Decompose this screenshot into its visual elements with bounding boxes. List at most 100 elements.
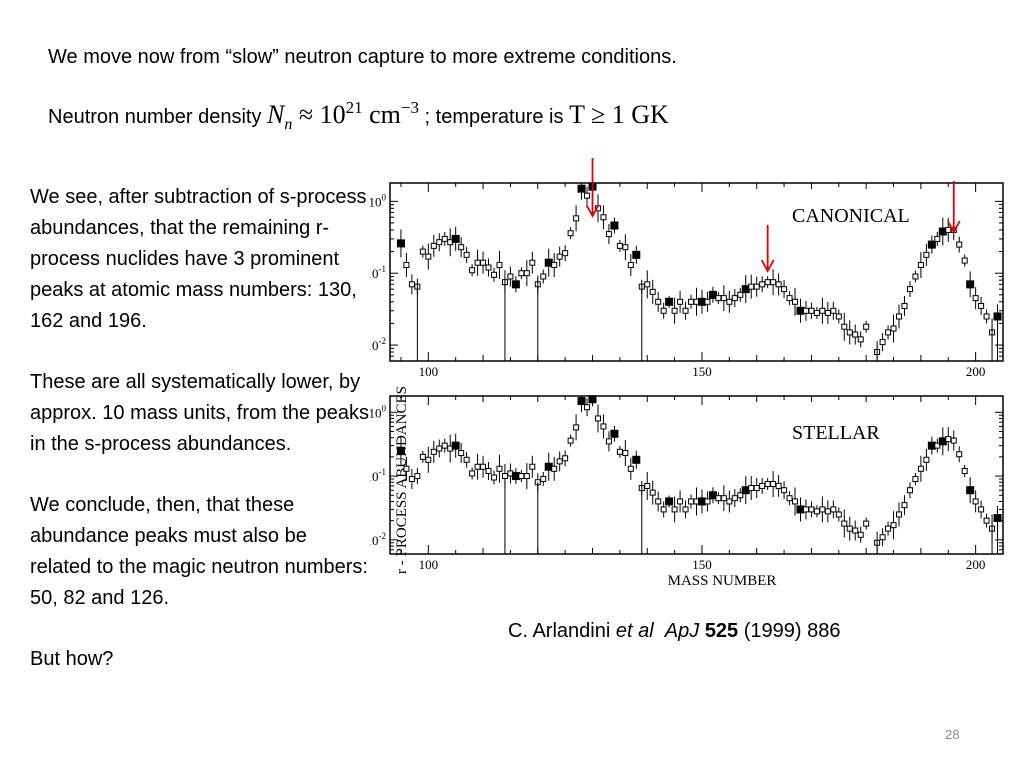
data-point-open (879, 534, 886, 541)
data-point-filled (927, 240, 936, 249)
data-point-open (835, 511, 842, 518)
data-point-open (890, 325, 897, 332)
data-point-open (688, 498, 695, 505)
data-point-open (660, 307, 667, 314)
data-point-open (863, 323, 870, 330)
data-point-open (644, 281, 651, 288)
data-point-open (600, 214, 607, 221)
data-point-open (474, 463, 481, 470)
peak-arrow-head (585, 204, 600, 218)
data-point-open (748, 283, 755, 290)
data-point-filled (966, 280, 975, 289)
data-point-open (961, 257, 968, 264)
data-point-open (436, 445, 443, 452)
data-point-open (934, 235, 941, 242)
data-point-open (917, 465, 924, 472)
data-point-filled (632, 250, 641, 259)
data-point-open (507, 273, 514, 280)
data-point-open (622, 449, 629, 456)
data-point-open (469, 470, 476, 477)
data-point-filled (938, 437, 947, 446)
y-tick-label: 100 (370, 192, 387, 209)
data-point-filled (588, 395, 597, 404)
data-point-open (458, 449, 465, 456)
data-point-filled (610, 429, 619, 438)
data-point-open (660, 506, 667, 513)
data-point-open (649, 489, 656, 496)
paragraph-peaks: We see, after subtraction of s-process a… (30, 186, 367, 332)
data-point-open (737, 492, 744, 499)
data-point-open (688, 298, 695, 305)
data-point-open (584, 404, 591, 411)
data-point-filled (966, 486, 975, 495)
data-point-filled (938, 227, 947, 236)
data-point-open (764, 279, 771, 286)
data-point-filled (577, 397, 586, 406)
data-point-open (983, 517, 990, 524)
data-point-open (458, 244, 465, 251)
data-point-filled (665, 297, 674, 306)
data-point-open (562, 250, 569, 257)
data-point-open (923, 456, 930, 463)
data-point-open (704, 298, 711, 305)
x-tick-label: 150 (692, 557, 712, 572)
x-tick-label: 100 (419, 557, 439, 572)
data-point-open (551, 262, 558, 269)
data-point-open (622, 244, 629, 251)
data-point-open (408, 281, 415, 288)
data-point-open (600, 423, 607, 430)
data-point-open (731, 495, 738, 502)
data-point-open (551, 465, 558, 472)
data-point-open (737, 291, 744, 298)
data-point-filled (697, 297, 706, 306)
data-point-open (786, 295, 793, 302)
data-point-open (857, 336, 864, 343)
data-point-open (715, 495, 722, 502)
data-point-open (753, 484, 760, 491)
data-point-open (912, 475, 919, 482)
data-point-open (917, 262, 924, 269)
data-point-open (759, 281, 766, 288)
data-point-open (682, 307, 689, 314)
data-point-open (813, 508, 820, 515)
data-point-open (627, 262, 634, 269)
x-tick-label: 200 (966, 364, 986, 379)
data-point-filled (610, 221, 619, 230)
data-point-open (759, 482, 766, 489)
data-point-open (731, 295, 738, 302)
data-point-open (896, 313, 903, 320)
y-tick-label: 10-1 (370, 264, 386, 281)
data-point-open (441, 442, 448, 449)
data-point-open (961, 468, 968, 475)
peak-arrow-head (760, 259, 775, 273)
x-axis-label: MASS NUMBER (668, 573, 777, 589)
data-point-open (792, 498, 799, 505)
panel-title: CANONICAL (792, 205, 910, 227)
x-tick-label: 100 (419, 364, 439, 379)
x-tick-label: 200 (966, 557, 986, 572)
y-axis-label: r - PROCESS ABUNDANCES (394, 386, 410, 574)
data-point-open (934, 442, 941, 449)
data-point-open (441, 235, 448, 242)
data-point-filled (544, 258, 553, 267)
data-point-open (485, 468, 492, 475)
paragraph-conclusion: We conclude, then, that these abundance … (30, 494, 368, 609)
data-point-open (890, 522, 897, 529)
data-point-open (584, 192, 591, 199)
data-point-open (720, 295, 727, 302)
data-point-open (775, 482, 782, 489)
data-point-open (885, 525, 892, 532)
paragraph-shift: These are all systematically lower, by a… (30, 371, 370, 455)
plot-frame (389, 395, 1004, 555)
data-point-open (857, 531, 864, 538)
data-point-filled (451, 441, 460, 450)
data-point-open (496, 262, 503, 269)
data-point-open (463, 251, 470, 258)
data-point-open (529, 463, 536, 470)
data-point-open (425, 456, 432, 463)
data-point-open (830, 506, 837, 513)
data-point-open (786, 495, 793, 502)
data-point-open (605, 438, 612, 445)
data-point-open (775, 281, 782, 288)
data-point-open (972, 498, 979, 505)
